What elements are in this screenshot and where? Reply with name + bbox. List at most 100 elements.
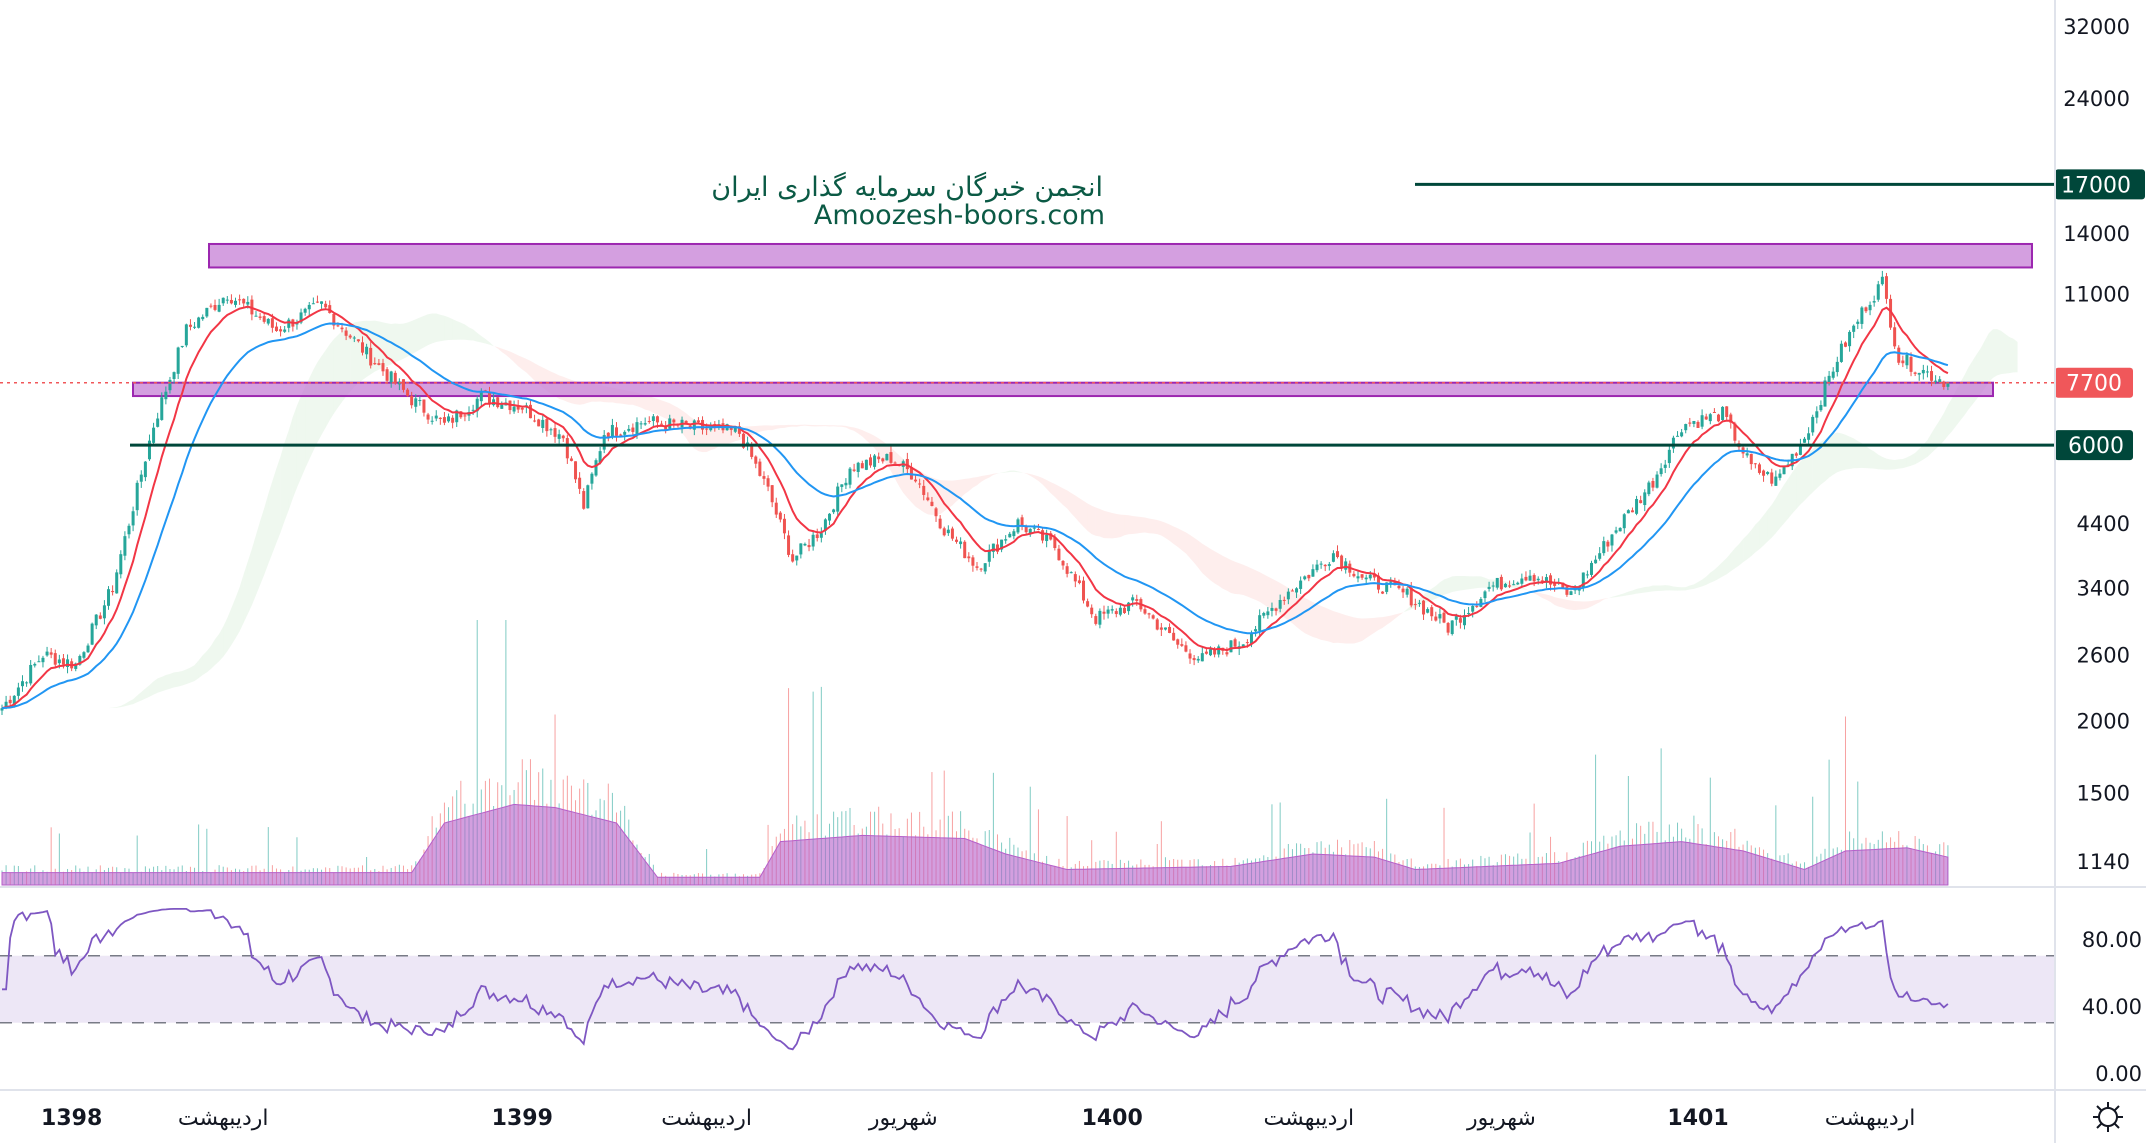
candle-body <box>1766 471 1770 475</box>
candle-body <box>1094 616 1098 624</box>
candle-body <box>819 533 823 538</box>
candle <box>1647 480 1651 497</box>
candle <box>1942 380 1946 390</box>
cloud-segment <box>456 320 461 340</box>
candle-body <box>320 301 324 304</box>
candle <box>1659 463 1663 477</box>
cloud-segment <box>1357 618 1363 643</box>
cloud-segment <box>464 324 470 341</box>
candle <box>33 662 37 668</box>
candle-body <box>1327 564 1331 566</box>
candle-body <box>4 701 8 708</box>
candle-body <box>655 416 659 423</box>
cloud-segment <box>1689 584 1694 590</box>
cloud-segment <box>1829 433 1834 478</box>
candle-body <box>107 589 111 606</box>
candle-body <box>377 363 381 365</box>
price-axis[interactable]: 32000 24000 14000 11000 4400 3400 2600 2000 1500… <box>2063 15 2130 874</box>
candle-body <box>1733 423 1737 441</box>
candle <box>1090 604 1094 618</box>
candle-body <box>1856 321 1860 324</box>
candle-body <box>115 572 119 594</box>
candle-body <box>1532 575 1536 582</box>
candle-body <box>1499 576 1503 590</box>
candle-body <box>262 316 266 322</box>
time-tick-label: 1400 <box>1082 1106 1143 1131</box>
candle <box>823 518 827 535</box>
cloud-segment <box>1779 484 1785 529</box>
candle <box>1463 609 1466 630</box>
cloud-segment <box>522 357 527 373</box>
candle <box>938 515 942 530</box>
candle-body <box>520 407 524 410</box>
cloud-segment <box>1652 585 1658 592</box>
candle <box>389 370 393 388</box>
candle-body <box>647 420 651 422</box>
candle-body <box>1344 561 1348 570</box>
cloud-segment <box>972 477 977 488</box>
candle-body <box>475 398 479 412</box>
cloud-segment <box>1997 329 2002 376</box>
candle-body <box>8 699 12 704</box>
candle <box>229 294 233 305</box>
cloud-segment <box>1747 530 1752 560</box>
candle <box>131 506 135 532</box>
candle <box>332 312 336 330</box>
candle-body <box>209 305 213 307</box>
price-tick-label: 11000 <box>2063 282 2130 306</box>
cloud-segment <box>1657 585 1662 592</box>
candle-body <box>1032 527 1036 529</box>
cloud-segment <box>1292 590 1297 627</box>
candle-body <box>1401 588 1405 593</box>
cloud-segment <box>370 320 375 375</box>
cloud-segment <box>317 356 322 443</box>
time-axis[interactable]: 1398 اردیبهشت 1399 اردیبهشت شهریور 1400 اردیبه… <box>41 1106 1915 1131</box>
candle-body <box>1807 433 1811 440</box>
candle-body <box>1528 575 1532 581</box>
candle <box>49 648 53 659</box>
cloud-segment <box>1489 579 1494 589</box>
cloud-segment <box>1706 572 1711 585</box>
candle-body <box>1352 573 1356 577</box>
cloud-segment <box>1636 588 1641 594</box>
candle-body <box>754 456 758 464</box>
cloud-segment <box>1230 560 1236 594</box>
candle-body <box>1729 414 1733 423</box>
candle <box>774 497 778 519</box>
cloud-segment <box>501 348 506 355</box>
candle-body <box>1684 424 1688 431</box>
candle-body <box>442 417 446 423</box>
cloud-segment <box>1026 473 1031 476</box>
candle <box>1618 527 1622 532</box>
candle <box>1667 444 1671 468</box>
cloud-segment <box>1190 535 1195 563</box>
candle-body <box>447 416 451 422</box>
cloud-segment <box>837 425 842 427</box>
cloud-segment <box>1800 457 1805 505</box>
candle <box>1696 420 1700 429</box>
candle-body <box>803 543 807 546</box>
cloud-segment <box>718 425 724 447</box>
candle <box>1323 564 1327 572</box>
cloud-segment <box>1571 600 1576 611</box>
cloud-segment <box>448 317 453 341</box>
gear-icon[interactable] <box>2093 1102 2123 1132</box>
candle-body <box>1442 612 1446 623</box>
cloud-segment <box>1165 522 1170 541</box>
candle-body <box>1860 307 1864 324</box>
candle <box>979 567 983 572</box>
candle <box>414 394 418 413</box>
cloud-segment <box>1525 588 1531 592</box>
rsi-band <box>0 955 2055 1023</box>
cloud-segment <box>1144 517 1150 534</box>
level-price-tag <box>2055 430 2133 461</box>
last-price-label: 7700 <box>2066 372 2122 397</box>
cloud-segment <box>505 349 510 359</box>
candle <box>111 585 115 596</box>
candle <box>418 396 422 406</box>
cloud-segment <box>997 472 1002 474</box>
cloud-segment <box>768 425 773 431</box>
candle-body <box>1245 642 1249 644</box>
cloud-segment <box>1280 583 1285 618</box>
